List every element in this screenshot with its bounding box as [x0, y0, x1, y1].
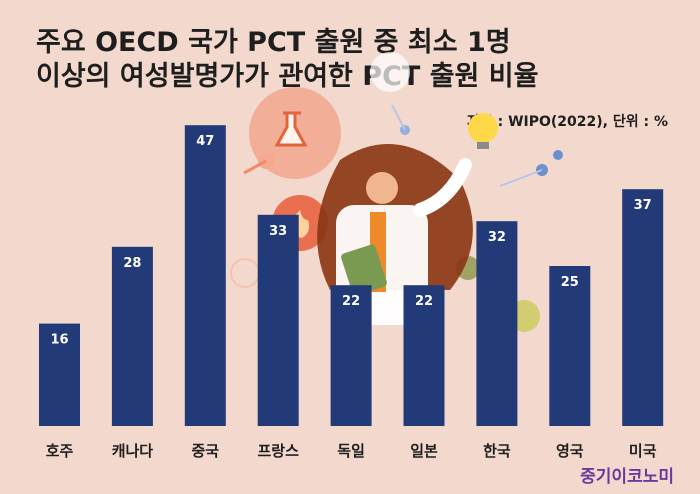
bar-4 [330, 285, 372, 426]
bar-5 [403, 285, 445, 426]
bar-3 [257, 214, 299, 426]
bar-value-label: 22 [415, 294, 433, 309]
bar-2 [184, 125, 226, 426]
lightbulb-icon [468, 113, 498, 143]
title-line-1: 주요 OECD 국가 PCT 출원 중 최소 1명 [36, 27, 511, 58]
bar-value-label: 28 [123, 256, 141, 271]
lightbulb-base-icon [477, 142, 489, 149]
scientist-arm [413, 158, 472, 217]
category-label: 일본 [410, 442, 438, 460]
brand-logo: 중기이코노미 [580, 467, 674, 487]
bar-series: 16 호주 28 캐나다 47 중국 33 프랑스 22 독일 22 일본 32 한국 25 영국 37 미국 [39, 125, 664, 460]
bar-value-label: 16 [50, 333, 68, 348]
scientist-face [366, 172, 398, 204]
category-label: 중국 [191, 442, 219, 460]
source-note: 자료 : WIPO(2022), 단위 : % [466, 114, 668, 130]
title-line-2: 이상의 여성발명가가 관여한 PCT 출원 비율 [36, 61, 539, 92]
bar-6 [476, 221, 518, 426]
bar-7 [549, 266, 591, 426]
category-label: 호주 [46, 442, 74, 460]
category-label: 미국 [629, 442, 657, 460]
bar-value-label: 37 [634, 198, 652, 213]
category-label: 독일 [337, 442, 365, 460]
molecule-link-icon [391, 104, 406, 131]
bar-value-label: 22 [342, 294, 360, 309]
bar-value-label: 33 [269, 224, 287, 239]
category-label: 한국 [483, 442, 511, 460]
molecule-node-icon-3 [553, 150, 563, 160]
category-label: 프랑스 [257, 442, 299, 460]
category-label: 캐나다 [112, 442, 154, 460]
molecule-bubble [370, 52, 410, 92]
network-link-icon [243, 159, 267, 175]
bar-value-label: 25 [561, 275, 579, 290]
chart-title: 주요 OECD 국가 PCT 출원 중 최소 1명 이상의 여성발명가가 관여한… [36, 26, 656, 94]
bar-0 [39, 323, 80, 426]
atom-icon [230, 258, 260, 288]
bar-value-label: 32 [488, 230, 506, 245]
bar-1 [111, 246, 153, 426]
bar-value-label: 47 [196, 134, 214, 149]
scientist-notebook [341, 244, 387, 296]
molecule-link-icon-2 [499, 169, 543, 187]
flask-icon [274, 111, 308, 147]
bar-8 [622, 189, 664, 426]
category-label: 영국 [556, 442, 584, 460]
